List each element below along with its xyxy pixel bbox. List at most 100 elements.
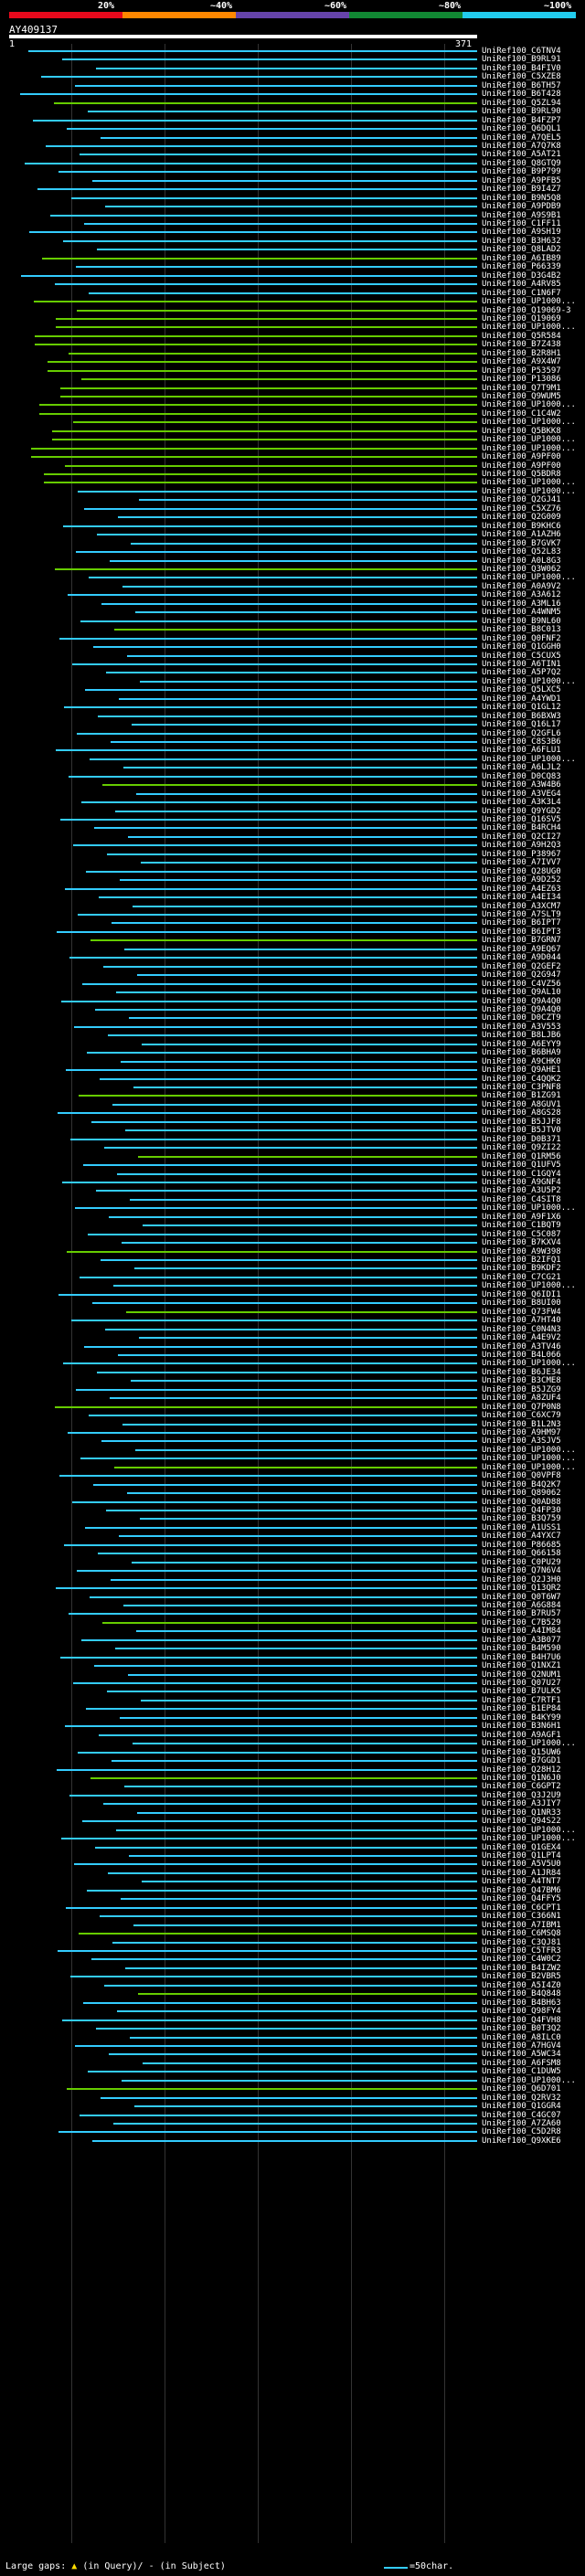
- hit-row[interactable]: UniRef100_P53597: [0, 366, 585, 376]
- hit-label[interactable]: UniRef100_A7HGV4: [482, 2041, 561, 2051]
- hit-label[interactable]: UniRef100_B2R8H1: [482, 349, 561, 358]
- hit-row[interactable]: UniRef100_A9SH19: [0, 228, 585, 237]
- hit-label[interactable]: UniRef100_Q5BKK8: [482, 427, 561, 436]
- hit-row[interactable]: UniRef100_Q16L17: [0, 720, 585, 729]
- hit-label[interactable]: UniRef100_Q1GL12: [482, 703, 561, 712]
- hit-label[interactable]: UniRef100_Q1UFV5: [482, 1161, 561, 1170]
- hit-label[interactable]: UniRef100_A6TIN1: [482, 660, 561, 669]
- hit-label[interactable]: UniRef100_A6G884: [482, 1601, 561, 1610]
- hit-row[interactable]: UniRef100_B4KY99: [0, 1713, 585, 1723]
- hit-label[interactable]: UniRef100_C3QJ81: [482, 1938, 561, 1947]
- hit-label[interactable]: UniRef100_D3G4B2: [482, 271, 561, 281]
- hit-row[interactable]: UniRef100_B4L066: [0, 1351, 585, 1360]
- hit-label[interactable]: UniRef100_Q4FP30: [482, 1506, 561, 1515]
- hit-label[interactable]: UniRef100_Q2GJ41: [482, 495, 561, 504]
- hit-row[interactable]: UniRef100_P38967: [0, 850, 585, 859]
- hit-label[interactable]: UniRef100_A4EZ63: [482, 885, 561, 894]
- hit-row[interactable]: UniRef100_UP1000...: [0, 1739, 585, 1748]
- hit-row[interactable]: UniRef100_A3VEG4: [0, 790, 585, 799]
- hit-label[interactable]: UniRef100_Q9AL10: [482, 988, 561, 997]
- hit-row[interactable]: UniRef100_UP1000...: [0, 1281, 585, 1290]
- hit-row[interactable]: UniRef100_Q4FP30: [0, 1506, 585, 1515]
- hit-label[interactable]: UniRef100_B1L2N3: [482, 1420, 561, 1429]
- hit-row[interactable]: UniRef100_A3U5P2: [0, 1186, 585, 1195]
- hit-row[interactable]: UniRef100_A9D252: [0, 875, 585, 885]
- hit-label[interactable]: UniRef100_Q1GGH0: [482, 642, 561, 652]
- hit-label[interactable]: UniRef100_Q6DQL1: [482, 124, 561, 133]
- hit-row[interactable]: UniRef100_C5CUX5: [0, 652, 585, 661]
- hit-label[interactable]: UniRef100_Q7P0N8: [482, 1403, 561, 1412]
- hit-row[interactable]: UniRef100_B6IPT3: [0, 928, 585, 937]
- hit-row[interactable]: UniRef100_Q15UW6: [0, 1748, 585, 1757]
- hit-label[interactable]: UniRef100_UP1000...: [482, 400, 576, 409]
- hit-row[interactable]: UniRef100_B7GVK7: [0, 539, 585, 548]
- hit-row[interactable]: UniRef100_A6G884: [0, 1601, 585, 1610]
- hit-label[interactable]: UniRef100_A9PDB9: [482, 202, 561, 211]
- hit-label[interactable]: UniRef100_UP1000...: [482, 1463, 576, 1472]
- hit-row[interactable]: UniRef100_C6CPT1: [0, 1903, 585, 1913]
- hit-label[interactable]: UniRef100_UP1000...: [482, 435, 576, 444]
- hit-row[interactable]: UniRef100_A6IB89: [0, 254, 585, 263]
- hit-label[interactable]: UniRef100_B6BHA9: [482, 1048, 561, 1057]
- hit-label[interactable]: UniRef100_Q2CI27: [482, 832, 561, 842]
- hit-label[interactable]: UniRef100_A6FLU1: [482, 746, 561, 755]
- hit-label[interactable]: UniRef100_A3V553: [482, 1023, 561, 1032]
- hit-row[interactable]: UniRef100_Q5ZL94: [0, 99, 585, 108]
- hit-label[interactable]: UniRef100_Q5R584: [482, 332, 561, 341]
- hit-label[interactable]: UniRef100_C7CG21: [482, 1273, 561, 1282]
- hit-label[interactable]: UniRef100_P66339: [482, 262, 561, 271]
- hit-label[interactable]: UniRef100_A9S9B1: [482, 211, 561, 220]
- hit-row[interactable]: UniRef100_C3PNF8: [0, 1083, 585, 1092]
- hit-row[interactable]: UniRef100_C0N4N3: [0, 1325, 585, 1334]
- hit-row[interactable]: UniRef100_B5JJF8: [0, 1118, 585, 1127]
- hit-row[interactable]: UniRef100_B9KDF2: [0, 1264, 585, 1273]
- hit-row[interactable]: UniRef100_Q2NUM1: [0, 1670, 585, 1680]
- hit-row[interactable]: UniRef100_A9W398: [0, 1247, 585, 1256]
- hit-row[interactable]: UniRef100_B9RL90: [0, 107, 585, 116]
- hit-row[interactable]: UniRef100_B1ZG91: [0, 1091, 585, 1100]
- hit-row[interactable]: UniRef100_B2VBR5: [0, 1972, 585, 1981]
- hit-row[interactable]: UniRef100_B1EP84: [0, 1704, 585, 1713]
- hit-label[interactable]: UniRef100_C4GC07: [482, 2111, 561, 2120]
- hit-row[interactable]: UniRef100_UP1000...: [0, 400, 585, 409]
- hit-row[interactable]: UniRef100_Q16SV5: [0, 815, 585, 824]
- hit-label[interactable]: UniRef100_A7HT40: [482, 1316, 561, 1325]
- hit-label[interactable]: UniRef100_A5I4Z0: [482, 1981, 561, 1990]
- hit-label[interactable]: UniRef100_UP1000...: [482, 418, 576, 427]
- hit-label[interactable]: UniRef100_A5WC34: [482, 2050, 561, 2059]
- hit-row[interactable]: UniRef100_C7CG21: [0, 1273, 585, 1282]
- hit-label[interactable]: UniRef100_A9GNF4: [482, 1178, 561, 1187]
- hit-row[interactable]: UniRef100_UP1000...: [0, 478, 585, 487]
- hit-label[interactable]: UniRef100_C8S3B6: [482, 737, 561, 747]
- hit-label[interactable]: UniRef100_A7SLT9: [482, 910, 561, 919]
- hit-label[interactable]: UniRef100_D0B371: [482, 1135, 561, 1144]
- hit-label[interactable]: UniRef100_A3A612: [482, 590, 561, 599]
- hit-row[interactable]: UniRef100_A5P7Q2: [0, 668, 585, 677]
- hit-label[interactable]: UniRef100_Q98FY4: [482, 2007, 561, 2016]
- hit-row[interactable]: UniRef100_A3ML16: [0, 599, 585, 609]
- hit-row[interactable]: UniRef100_Q0AD88: [0, 1498, 585, 1507]
- hit-row[interactable]: UniRef100_B5JTV0: [0, 1126, 585, 1135]
- hit-row[interactable]: UniRef100_B4Q2K7: [0, 1480, 585, 1489]
- hit-row[interactable]: UniRef100_B7GRN7: [0, 936, 585, 945]
- hit-label[interactable]: UniRef100_B4Q848: [482, 1989, 561, 1998]
- hit-row[interactable]: UniRef100_A7QEL5: [0, 133, 585, 143]
- hit-row[interactable]: UniRef100_A3SJV5: [0, 1436, 585, 1446]
- hit-label[interactable]: UniRef100_Q8GTQ9: [482, 159, 561, 168]
- hit-label[interactable]: UniRef100_B3Q759: [482, 1514, 561, 1523]
- hit-label[interactable]: UniRef100_A9F1X6: [482, 1213, 561, 1222]
- hit-label[interactable]: UniRef100_C5C087: [482, 1230, 561, 1239]
- hit-row[interactable]: UniRef100_Q3W062: [0, 565, 585, 574]
- hit-row[interactable]: UniRef100_Q5BKK8: [0, 427, 585, 436]
- hit-label[interactable]: UniRef100_Q3J2U9: [482, 1791, 561, 1800]
- hit-label[interactable]: UniRef100_C5XZE8: [482, 72, 561, 81]
- hit-row[interactable]: UniRef100_A9PF00: [0, 452, 585, 461]
- hit-row[interactable]: UniRef100_A7Q7K8: [0, 142, 585, 151]
- hit-row[interactable]: UniRef100_C7RTF1: [0, 1696, 585, 1705]
- hit-label[interactable]: UniRef100_Q1N6J0: [482, 1774, 561, 1783]
- hit-row[interactable]: UniRef100_A7ZA60: [0, 2119, 585, 2128]
- hit-row[interactable]: UniRef100_A8ZUF4: [0, 1394, 585, 1403]
- hit-label[interactable]: UniRef100_A3SJV5: [482, 1436, 561, 1446]
- hit-row[interactable]: UniRef100_A3B077: [0, 1636, 585, 1645]
- hit-row[interactable]: UniRef100_B2R8H1: [0, 349, 585, 358]
